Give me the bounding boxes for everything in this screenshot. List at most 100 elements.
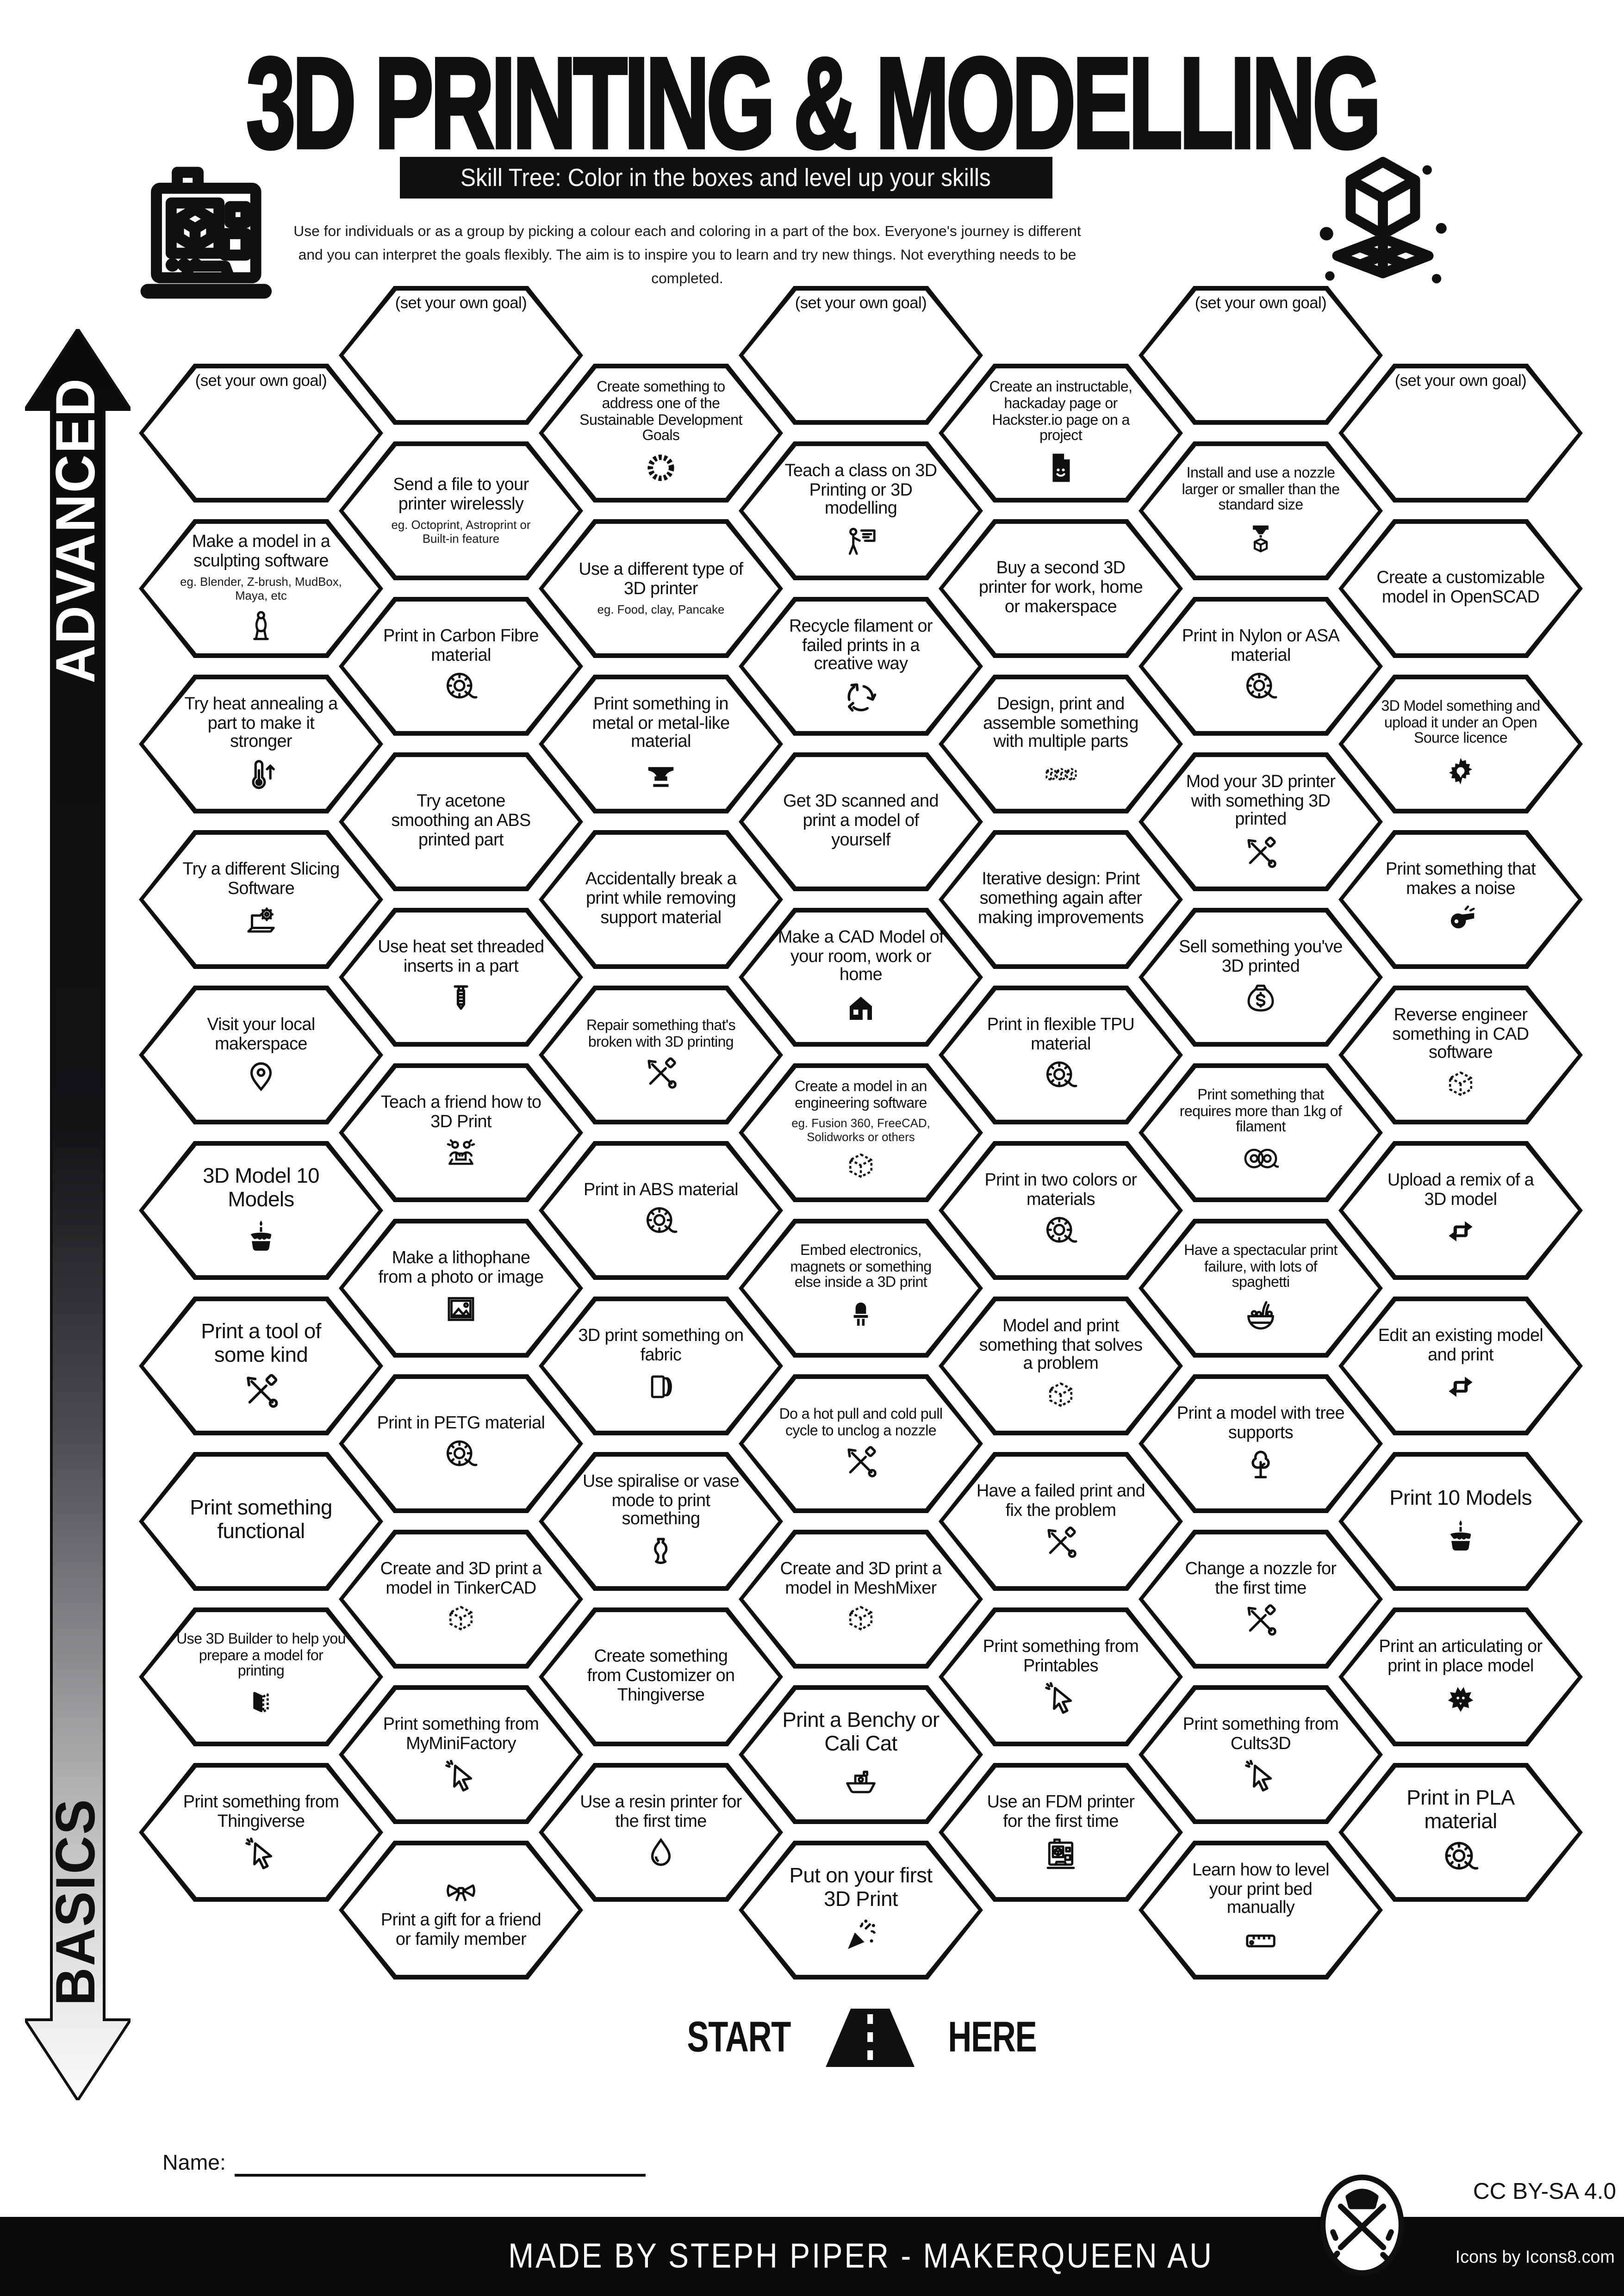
hex-content: Upload a remix of a 3D model (1338, 1141, 1583, 1280)
hex-fill (343, 1845, 579, 1975)
hex-fill (1343, 1301, 1578, 1431)
skill-hex: Make a CAD Model of your room, work or h… (739, 908, 983, 1047)
hex-content: Create a model in an engineering softwar… (739, 1063, 983, 1202)
skill-hex: Have a spectacular print failure, with l… (1139, 1219, 1383, 1358)
skill-hex: Try heat annealing a part to make it str… (139, 675, 383, 813)
hex-fill (343, 1534, 579, 1664)
hex-fill (743, 1379, 978, 1508)
hex-fill (543, 1146, 778, 1275)
hex-fill (1143, 1845, 1378, 1975)
hex-content: Print something from Thingiverse (139, 1763, 383, 1902)
cube-icon (443, 1602, 479, 1638)
cursor-icon (1243, 1758, 1279, 1794)
name-input-line[interactable] (234, 2149, 645, 2177)
hex-fill (943, 835, 1178, 964)
cake-icon (1441, 1516, 1480, 1555)
hex-fill (143, 1612, 379, 1742)
skill-hex: Reverse engineer something in CAD softwa… (1338, 986, 1583, 1124)
dragon-icon (1443, 1680, 1479, 1716)
skill-label: (set your own goal) (395, 294, 527, 312)
here-label: HERE (947, 2013, 1037, 2061)
skill-label: Print in two colors or materials (984, 1169, 1137, 1209)
cube-icon (1043, 1379, 1079, 1415)
icons-credit-label: Icons by Icons8.com (1455, 2246, 1615, 2266)
skill-label: Use spiralise or vase mode to print some… (582, 1471, 740, 1529)
hex-fill (543, 835, 778, 964)
hex-content: Teach a class on 3D Printing or 3D model… (739, 441, 983, 580)
skill-label: Have a spectacular print failure, with l… (1184, 1242, 1338, 1292)
hex-content: 3D print something on fabric (539, 1297, 783, 1435)
hex-content: Design, print and assemble something wit… (939, 675, 1183, 813)
credit-label: MADE BY STEPH PIPER - MAKERQUEEN AU (508, 2236, 1213, 2275)
hex-fill (343, 757, 579, 887)
teach-icon (443, 1136, 479, 1172)
skill-label: Model and print something that solves a … (979, 1316, 1143, 1374)
hex-content: Print in PETG material (339, 1374, 583, 1513)
skill-hex: Design, print and assemble something wit… (939, 675, 1183, 813)
skill-hex: (set your own goal) (139, 364, 383, 503)
gearfill-icon (1443, 752, 1479, 788)
skill-sub-label: eg. Blender, Z-brush, MudBox, Maya, etc (180, 575, 342, 603)
hex-fill (343, 291, 579, 420)
skill-label: Create a customizable model in OpenSCAD (1376, 568, 1545, 607)
hex-fill (1343, 1146, 1578, 1275)
name-label: Name: (162, 2152, 226, 2175)
hex-content: 3D Model something and upload it under a… (1338, 675, 1583, 813)
maker-badge-icon (1311, 2170, 1413, 2281)
skill-hex: (set your own goal) (1139, 286, 1383, 425)
hex-fill (943, 1612, 1178, 1742)
hex-content: Print something in metal or metal-like m… (539, 675, 783, 813)
skill-label: Use 3D Builder to help you prepare a mod… (176, 1631, 346, 1681)
hex-content: Learn how to level your print bed manual… (1139, 1841, 1383, 1980)
skill-label: Sell something you've 3D printed (1179, 936, 1343, 975)
hex-content: 3D Model 10 Models (139, 1141, 383, 1280)
skill-label: 3D print something on fabric (578, 1325, 744, 1364)
hex-fill (943, 1457, 1178, 1586)
ruler-icon (1243, 1923, 1279, 1959)
fabric-icon (643, 1369, 679, 1405)
skill-hex: Visit your local makerspace (139, 986, 383, 1124)
hex-content: Print in ABS material (539, 1141, 783, 1280)
skill-label: Send a file to your printer wirelessly (393, 474, 529, 514)
skill-hex: Print in PLA material (1338, 1763, 1583, 1902)
cubes3-icon (1043, 757, 1079, 793)
skill-label: Try a different Slicing Software (182, 858, 340, 898)
hex-content: Print something functional (139, 1452, 383, 1591)
hex-fill (943, 990, 1178, 1120)
road-icon (820, 2006, 920, 2070)
hex-content: Print in flexible TPU material (939, 986, 1183, 1124)
skill-hex: Print something that makes a noise (1338, 830, 1583, 969)
hex-content: Print a gift for a friend or family memb… (339, 1841, 583, 1980)
skill-label: Print something functional (190, 1496, 332, 1544)
skill-label: Print a model with tree supports (1176, 1402, 1345, 1442)
hex-fill (1343, 835, 1578, 964)
start-label: START (687, 2013, 791, 2061)
hex-fill (343, 602, 579, 731)
skill-hex: Try acetone smoothing an ABS printed par… (339, 752, 583, 891)
hex-fill (743, 1845, 978, 1975)
hex-content: Make a CAD Model of your room, work or h… (739, 908, 983, 1047)
skill-hex: Print something from Thingiverse (139, 1763, 383, 1902)
cake-icon (242, 1216, 280, 1255)
hex-fill (143, 1146, 379, 1275)
skill-hex: Get 3D scanned and print a model of your… (739, 752, 983, 891)
cube-icon (843, 1149, 879, 1185)
hex-content: Print in Carbon Fibre material (339, 597, 583, 736)
license-label: CC BY-SA 4.0 (1473, 2179, 1616, 2204)
skill-label: (set your own goal) (795, 294, 927, 312)
hex-fill (543, 990, 778, 1120)
skill-label: (set your own goal) (1195, 294, 1327, 312)
hex-content: Print in PLA material (1338, 1763, 1583, 1902)
skill-label: Visit your local makerspace (207, 1014, 315, 1053)
skill-hex: Use a different type of 3D printer eg. Fo… (539, 519, 783, 658)
skill-label: Print something that requires more than … (1179, 1086, 1342, 1136)
hex-fill (343, 446, 579, 576)
start-here: START HERE (677, 2006, 1045, 2070)
skill-hex: 3D Model 10 Models (139, 1141, 383, 1280)
hex-content: Print in two colors or materials (939, 1141, 1183, 1280)
tools-icon (843, 1444, 879, 1480)
hex-content: Send a file to your printer wirelessly eg… (339, 441, 583, 580)
hex-fill (1143, 757, 1378, 887)
skill-hex: Print something from Cults3D (1139, 1685, 1383, 1824)
